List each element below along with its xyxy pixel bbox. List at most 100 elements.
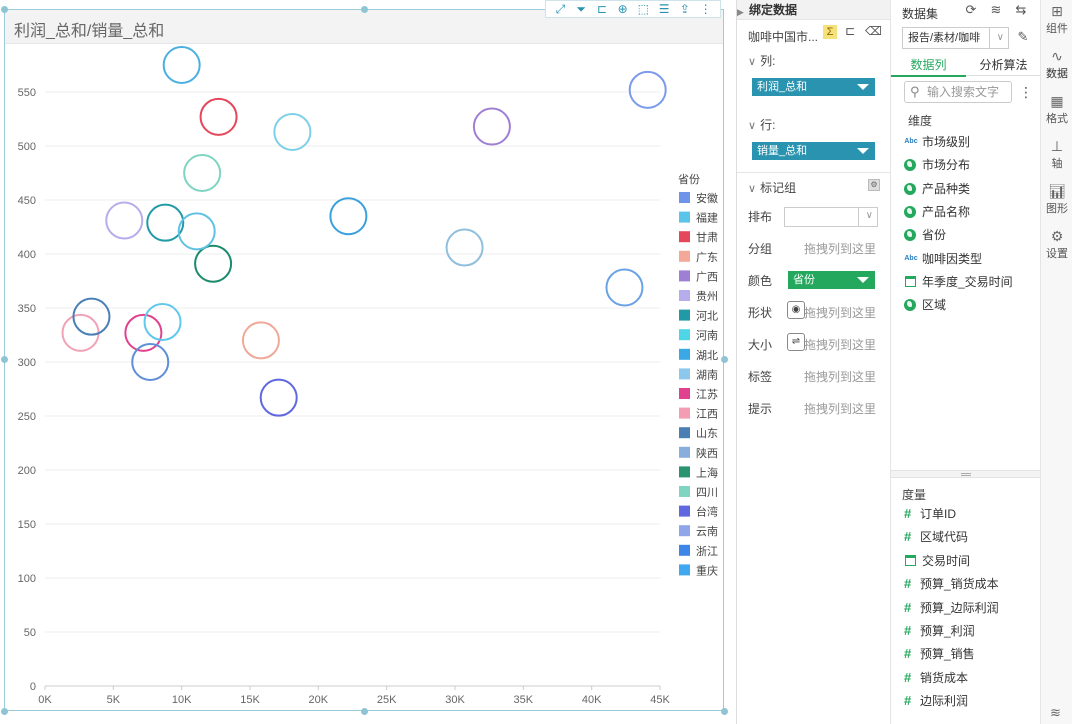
legend-swatch[interactable]: [679, 329, 690, 341]
measure-field[interactable]: # 预算_销货成本: [904, 574, 999, 594]
legend-label[interactable]: 河北: [696, 310, 718, 323]
dimension-field[interactable]: 区域: [904, 295, 946, 315]
row-field-pill[interactable]: 销量_总和: [752, 142, 875, 160]
legend-swatch[interactable]: [679, 388, 690, 399]
filter-icon[interactable]: ⏷: [576, 1, 586, 16]
legend-label[interactable]: 贵州: [696, 290, 718, 303]
shape-drop-target[interactable]: 拖拽列到这里: [803, 306, 876, 320]
chevron-down-icon[interactable]: ∨: [748, 120, 757, 132]
measure-field[interactable]: # 边际利润: [904, 691, 968, 711]
data-point[interactable]: 重庆: [177, 212, 216, 251]
layers-icon[interactable]: ≋: [990, 2, 1002, 17]
dimension-field[interactable]: 市场分布: [904, 155, 970, 175]
data-point[interactable]: 安徽: [628, 70, 667, 109]
mark-group-settings-icon[interactable]: ⚙: [868, 179, 880, 191]
legend-label[interactable]: 重庆: [696, 563, 718, 577]
tip-drop-target[interactable]: 拖拽列到这里: [803, 402, 876, 416]
shape-icon[interactable]: ◉: [787, 301, 805, 319]
list-icon[interactable]: ☰: [658, 1, 670, 16]
color-field-pill[interactable]: 省份: [788, 271, 875, 289]
legend-label[interactable]: 湖南: [696, 368, 718, 381]
dropdown-arrow-icon[interactable]: [857, 148, 869, 154]
legend-label[interactable]: 江苏: [696, 388, 718, 401]
legend-label[interactable]: 陕西: [696, 446, 718, 460]
resize-handle-top[interactable]: [361, 6, 368, 13]
legend-swatch[interactable]: [679, 486, 690, 497]
legend-label[interactable]: 上海: [696, 465, 718, 479]
chart-title[interactable]: 利润_总和/销量_总和: [14, 23, 165, 40]
legend-swatch[interactable]: [679, 466, 690, 478]
legend-label[interactable]: 山东: [696, 427, 718, 440]
refresh-icon[interactable]: ⟳: [965, 2, 977, 17]
drill-icon[interactable]: ⊏: [596, 1, 607, 16]
measure-field[interactable]: # 销货成本: [904, 668, 968, 688]
rail-components[interactable]: ⊞ 组件: [1041, 2, 1072, 36]
resize-handle-bottom-left[interactable]: [1, 708, 8, 715]
data-point[interactable]: 江苏: [124, 313, 163, 352]
legend-swatch[interactable]: [679, 309, 690, 321]
dimension-field[interactable]: Abc 市场级别: [904, 132, 970, 152]
hierarchy-icon[interactable]: ⊏: [845, 24, 856, 38]
rail-axis[interactable]: ⊥ 轴: [1041, 137, 1072, 171]
scatter-chart[interactable]: 0 50 100 150 200 250 300 350 400 450 500 550 0K 5K 10K…: [0, 0, 735, 724]
legend-label[interactable]: 云南: [696, 525, 718, 538]
legend-swatch[interactable]: [679, 544, 690, 556]
eraser-icon[interactable]: ⌫: [865, 24, 882, 38]
dimension-field[interactable]: 省份: [904, 225, 946, 245]
zoom-icon[interactable]: ⊕: [617, 1, 628, 16]
dimension-field[interactable]: Abc 咖啡因类型: [904, 249, 982, 269]
measure-field[interactable]: 交易时间: [904, 551, 970, 571]
data-point[interactable]: 广东: [241, 321, 280, 360]
dropdown-arrow-icon[interactable]: [857, 277, 869, 283]
legend-label[interactable]: 福建: [696, 211, 718, 225]
chevron-down-icon[interactable]: ∨: [748, 56, 757, 68]
select-icon[interactable]: ⬚: [637, 1, 650, 16]
dimension-field[interactable]: 产品种类: [904, 179, 970, 199]
chevron-down-icon[interactable]: ∨: [865, 210, 873, 221]
dropdown-arrow-icon[interactable]: [857, 84, 869, 90]
legend-swatch[interactable]: [679, 564, 690, 576]
legend-swatch[interactable]: [679, 427, 690, 439]
group-drop-target[interactable]: 拖拽列到这里: [803, 242, 876, 256]
rail-graphics[interactable]: 📊︎ 图形: [1041, 182, 1072, 216]
data-point[interactable]: 陕西: [605, 268, 644, 307]
legend-swatch[interactable]: [679, 446, 690, 458]
export-icon[interactable]: ⇪: [679, 1, 690, 16]
legend-swatch[interactable]: [679, 290, 690, 301]
resize-handle-bottom[interactable]: [361, 708, 368, 715]
data-point[interactable]: 云南: [131, 343, 170, 381]
dimension-field[interactable]: 年季度_交易时间: [904, 272, 1013, 292]
layers-icon[interactable]: ≋: [1050, 705, 1061, 720]
measure-field[interactable]: # 区域代码: [904, 527, 968, 547]
chevron-down-icon[interactable]: ∨: [748, 183, 757, 195]
data-point[interactable]: 湖北: [329, 197, 368, 236]
layout-select[interactable]: ∨: [784, 207, 878, 227]
data-point[interactable]: 贵州: [105, 201, 144, 240]
legend-label[interactable]: 江西: [696, 408, 718, 421]
swap-icon[interactable]: ⇆: [1015, 2, 1027, 17]
data-point[interactable]: 台湾: [259, 378, 298, 417]
resize-handle-top-left[interactable]: [1, 6, 8, 13]
chevron-down-icon[interactable]: ∨: [996, 32, 1004, 43]
measure-field[interactable]: # 预算_利润: [904, 621, 975, 641]
legend-swatch[interactable]: [679, 192, 690, 203]
column-field-pill[interactable]: 利润_总和: [752, 78, 875, 96]
legend-swatch[interactable]: [679, 407, 690, 419]
size-drop-target[interactable]: 拖拽列到这里: [803, 338, 876, 352]
legend-label[interactable]: 台湾: [696, 505, 718, 519]
data-point[interactable]: 福建: [162, 46, 201, 84]
resize-handle-bottom-right[interactable]: [721, 708, 728, 715]
legend-swatch[interactable]: [679, 525, 690, 537]
rail-format[interactable]: ▦ 格式: [1041, 92, 1072, 126]
legend-label[interactable]: 四川: [696, 487, 718, 499]
data-point[interactable]: 浙江: [143, 303, 182, 342]
legend-label[interactable]: 广西: [696, 270, 718, 283]
tag-drop-target[interactable]: 拖拽列到这里: [803, 370, 876, 384]
legend-swatch[interactable]: [679, 211, 690, 223]
rail-data[interactable]: ∿ 数据: [1041, 47, 1072, 81]
measure-field[interactable]: # 订单ID: [904, 504, 956, 524]
sum-icon[interactable]: Σ: [823, 25, 837, 39]
legend-swatch[interactable]: [679, 270, 690, 282]
more-icon[interactable]: ⋮: [1019, 84, 1033, 100]
legend-label[interactable]: 安徽: [696, 191, 718, 205]
